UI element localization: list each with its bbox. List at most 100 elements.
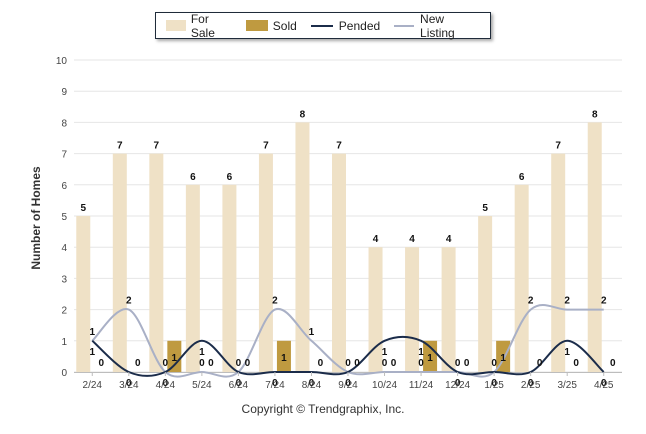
legend-item-new-listing: New Listing — [394, 12, 476, 40]
legend-item-for-sale: For Sale — [166, 12, 232, 40]
bar-for-sale — [514, 184, 529, 372]
x-tick-label: 12/24 — [445, 380, 470, 391]
y-tick-label: 6 — [61, 181, 67, 192]
data-label-pended: 1 — [418, 347, 424, 358]
data-label-for-sale: 8 — [300, 109, 306, 120]
bar-for-sale — [405, 247, 420, 372]
bar-for-sale — [112, 153, 127, 372]
bar-for-sale — [258, 153, 273, 372]
data-label-for-sale: 5 — [80, 203, 86, 214]
x-tick-label: 1/25 — [484, 380, 504, 391]
data-label-new-listing: 2 — [564, 296, 570, 307]
x-tick-label: 3/24 — [119, 380, 139, 391]
bar-for-sale — [478, 216, 493, 372]
bar-for-sale — [295, 122, 310, 373]
y-tick-label: 0 — [61, 368, 67, 379]
legend-label-new-listing: New Listing — [420, 11, 455, 40]
data-label-pended: 0 — [236, 378, 242, 389]
data-label-sold: 1 — [172, 353, 178, 364]
legend-swatch-for-sale — [166, 20, 186, 31]
copyright-text: Copyright © Trendgraphix, Inc. — [241, 402, 405, 416]
legend-label-pended: Pended — [338, 18, 381, 33]
data-label-new-listing: 0 — [491, 358, 497, 369]
data-label-new-listing: 2 — [126, 296, 132, 307]
x-tick-label: 5/24 — [192, 380, 212, 391]
bar-for-sale — [222, 184, 237, 372]
data-label-for-sale: 4 — [409, 234, 415, 245]
legend-item-sold: Sold — [245, 18, 297, 33]
x-tick-label: 3/25 — [557, 380, 577, 391]
data-label-new-listing: 0 — [382, 358, 388, 369]
legend-label-sold: Sold — [272, 18, 297, 33]
data-label-pended: 1 — [89, 347, 95, 358]
chart-legend: For Sale Sold Pended New Listing — [155, 12, 491, 40]
data-label-new-listing: 0 — [163, 358, 169, 369]
data-label-pended: 0 — [455, 378, 461, 389]
data-label-new-listing: 0 — [345, 358, 351, 369]
data-label-pended: 0 — [126, 378, 132, 389]
x-tick-label: 8/24 — [302, 380, 322, 391]
data-label-for-sale: 7 — [263, 141, 269, 152]
legend-swatch-sold — [245, 20, 268, 31]
data-label-sold: 0 — [208, 358, 214, 369]
data-label-new-listing: 1 — [89, 327, 95, 338]
data-label-sold: 0 — [464, 358, 470, 369]
bars-layer — [76, 122, 602, 373]
data-label-sold: 1 — [427, 353, 433, 364]
data-label-sold: 0 — [135, 358, 141, 369]
y-tick-label: 3 — [61, 274, 67, 285]
x-tick-label: 6/24 — [229, 380, 249, 391]
data-label-new-listing: 0 — [199, 358, 205, 369]
data-label-for-sale: 7 — [336, 141, 342, 152]
data-label-pended: 0 — [345, 378, 351, 389]
data-label-new-listing: 0 — [455, 358, 461, 369]
data-label-new-listing: 2 — [601, 296, 607, 307]
legend-swatch-pended — [310, 24, 333, 27]
data-label-pended: 0 — [528, 378, 534, 389]
data-label-pended: 1 — [382, 347, 388, 358]
data-label-for-sale: 6 — [190, 172, 196, 183]
legend-label-for-sale: For Sale — [190, 11, 215, 40]
data-label-pended: 1 — [564, 347, 570, 358]
data-label-pended: 1 — [199, 347, 205, 358]
data-label-new-listing: 0 — [418, 358, 424, 369]
y-tick-label: 1 — [61, 337, 67, 348]
x-tick-label: 4/25 — [594, 380, 614, 391]
bar-sold — [167, 340, 182, 372]
y-axis-title: Number of Homes — [29, 166, 43, 270]
data-label-for-sale: 4 — [446, 234, 452, 245]
y-tick-label: 8 — [61, 118, 67, 129]
bar-for-sale — [587, 122, 602, 373]
y-tick-label: 4 — [61, 243, 67, 254]
data-label-for-sale: 7 — [154, 141, 160, 152]
legend-item-pended: Pended — [310, 18, 381, 33]
bar-sold — [423, 340, 438, 372]
data-label-for-sale: 7 — [555, 141, 561, 152]
data-label-for-sale: 6 — [227, 172, 233, 183]
data-label-pended: 0 — [491, 378, 497, 389]
data-label-sold: 0 — [537, 358, 543, 369]
legend-swatch-new-listing — [394, 24, 415, 27]
data-label-pended: 0 — [272, 378, 278, 389]
x-axis-ticks: 2/24 3/24 4/24 5/24 6/24 7/24 8/24 9/24 10/24 11/… — [83, 372, 614, 391]
y-tick-label: 5 — [61, 212, 67, 223]
data-label-sold: 1 — [281, 353, 287, 364]
data-label-new-listing: 2 — [528, 296, 534, 307]
data-label-for-sale: 7 — [117, 141, 123, 152]
data-label-pended: 0 — [163, 378, 169, 389]
data-label-pended: 0 — [601, 378, 607, 389]
bar-for-sale — [76, 216, 91, 372]
y-axis-ticks: 0 1 2 3 4 5 6 7 8 9 10 — [56, 56, 68, 379]
x-tick-label: 11/24 — [409, 380, 434, 391]
bar-for-sale — [149, 153, 164, 372]
x-tick-label: 2/25 — [521, 380, 541, 391]
data-label-sold: 0 — [245, 358, 251, 369]
data-label-for-sale: 5 — [482, 203, 488, 214]
y-tick-label: 9 — [61, 87, 67, 98]
x-tick-label: 10/24 — [372, 380, 397, 391]
x-tick-label: 2/24 — [83, 380, 103, 391]
bar-for-sale — [332, 153, 346, 372]
x-tick-label: 4/24 — [156, 380, 176, 391]
